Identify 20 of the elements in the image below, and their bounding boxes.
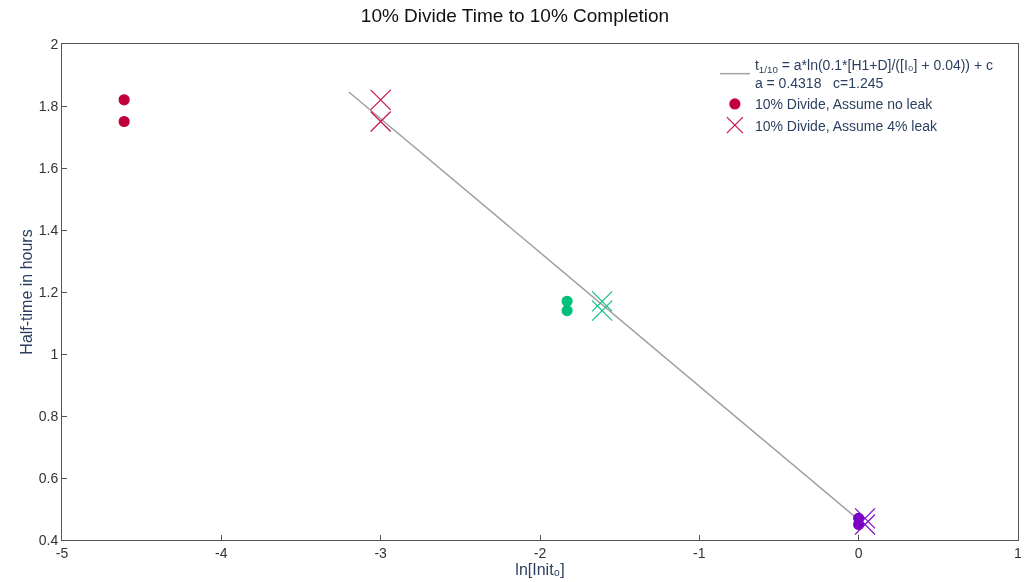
x-tick-label: 1 [1014, 544, 1023, 561]
x-tick-label: 0 [854, 544, 863, 561]
y-tick-label: 1.6 [38, 159, 59, 176]
chart-title: 10% Divide Time to 10% Completion [360, 5, 670, 27]
legend-label: 10% Divide, Assume no leak [754, 96, 934, 113]
y-tick-label: 2 [50, 35, 59, 52]
legend-label: t$_{1/10}$ = a*ln(0.1*[H1+D]/([I₀] + 0.04)) + c a = 0.4318 c=1.245 [754, 57, 993, 92]
y-tick-label: 0.6 [38, 469, 59, 486]
y-tick-label: 1 [50, 345, 59, 362]
y-tick-label: 1.8 [38, 97, 59, 114]
y-axis-title: Half-time in hours [17, 229, 35, 355]
x-tick-label: -4 [215, 544, 228, 561]
y-tick-label: 1.4 [38, 221, 59, 238]
y-tick-label: 0.8 [38, 407, 59, 424]
x-axis-title: ln[Init₀] [515, 560, 565, 578]
legend-label: 10% Divide, Assume 4% leak [754, 117, 938, 134]
x-tick-label: -3 [374, 544, 388, 561]
y-tick-label: 1.2 [38, 283, 59, 300]
x-tick-label: -1 [693, 544, 706, 561]
x-tick-label: -2 [533, 544, 547, 561]
